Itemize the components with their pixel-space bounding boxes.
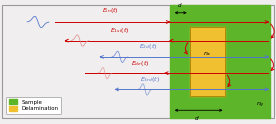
Legend: Sample, Delamination: Sample, Delamination	[6, 97, 61, 114]
Text: $E_{3rd}(t)$: $E_{3rd}(t)$	[140, 75, 160, 84]
Text: $E_{in}(t)$: $E_{in}(t)$	[102, 6, 118, 15]
Bar	[190, 27, 225, 96]
Bar	[170, 5, 270, 118]
Text: $d'$: $d'$	[194, 115, 201, 123]
Text: $n_a$: $n_a$	[203, 51, 212, 59]
Bar	[190, 27, 225, 96]
Text: $E_{2d}(t)$: $E_{2d}(t)$	[139, 42, 157, 51]
Text: $d$: $d$	[177, 1, 182, 9]
Text: $n_g$: $n_g$	[256, 101, 265, 110]
Text: $E_{de}(t)$: $E_{de}(t)$	[131, 59, 149, 67]
Text: $E_{1st}(t)$: $E_{1st}(t)$	[110, 26, 130, 35]
